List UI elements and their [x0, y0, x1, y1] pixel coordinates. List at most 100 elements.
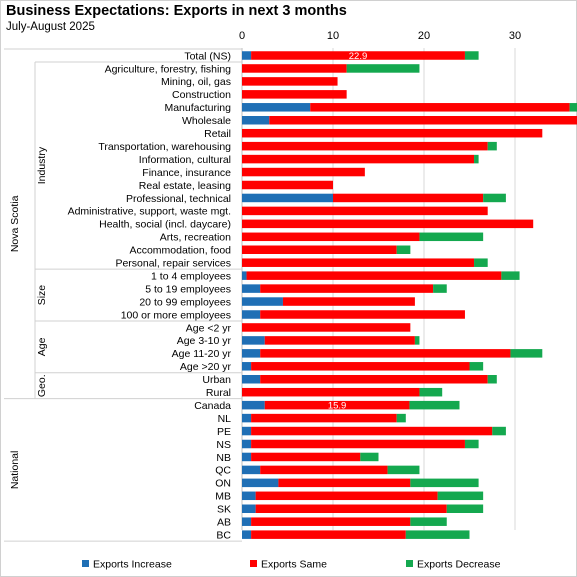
bar-segment-increase — [242, 465, 261, 475]
category-label: Urban — [202, 374, 231, 386]
category-label: Age 11-20 yr — [172, 348, 232, 360]
bar-segment-increase — [242, 413, 252, 423]
bar-segment-same — [260, 349, 511, 358]
bar-segment-same — [242, 154, 475, 164]
bar-segment-increase — [242, 297, 283, 306]
bar-segment-same — [246, 271, 502, 280]
bar-segment-same — [242, 90, 347, 99]
bar-segment-decrease — [396, 245, 411, 254]
bar-segment-decrease — [487, 141, 497, 151]
group-label: National — [9, 451, 21, 490]
bar-segment-same — [255, 504, 447, 513]
bar-segment-increase — [242, 504, 256, 513]
category-label: Accommodation, food — [129, 245, 231, 257]
bar-segment-same — [242, 180, 333, 190]
bar-segment-decrease — [469, 362, 484, 371]
bar-segment-decrease — [419, 387, 443, 397]
category-label: MB — [215, 491, 231, 503]
legend-swatch — [250, 560, 257, 567]
bar-segment-increase — [242, 400, 265, 410]
category-label: BC — [216, 529, 231, 541]
bar-segment-increase — [242, 375, 261, 384]
bar-segment-increase — [242, 349, 261, 358]
group-label: Geo. — [36, 374, 48, 397]
bar-segment-increase — [242, 310, 261, 319]
category-label: Professional, technical — [126, 193, 231, 205]
category-label: 1 to 4 employees — [151, 270, 231, 282]
bar-segment-increase — [242, 103, 311, 112]
legend-label: Exports Increase — [93, 559, 172, 571]
bar-segment-decrease — [487, 375, 497, 384]
bar-segment-decrease — [405, 530, 470, 539]
bar-segment-same — [282, 297, 415, 306]
category-label: Manufacturing — [164, 102, 231, 114]
x-tick-label: 10 — [327, 30, 339, 42]
bar-segment-decrease — [396, 413, 406, 423]
group-label: Industry — [36, 146, 48, 184]
category-label: Wholesale — [182, 115, 231, 127]
x-tick-label: 30 — [509, 30, 521, 42]
bar-segment-same — [251, 362, 470, 371]
bar-segment-increase — [242, 517, 252, 526]
bar-segment-same — [278, 478, 411, 488]
category-label: ON — [215, 478, 231, 490]
category-label: NS — [216, 439, 231, 451]
category-label: Total (NS) — [184, 50, 231, 62]
bar-segment-decrease — [419, 232, 484, 242]
bar-segment-decrease — [387, 465, 420, 475]
bar-segment-same — [242, 387, 420, 397]
category-label: Real estate, leasing — [139, 180, 231, 192]
group-label: Size — [36, 285, 48, 306]
bar-segment-same — [242, 77, 338, 86]
bar-segment-same — [251, 517, 411, 526]
legend-label: Exports Same — [261, 559, 327, 571]
bar-segment-same — [242, 206, 488, 216]
category-label: 5 to 19 employees — [145, 283, 231, 295]
bar-segment-decrease — [474, 258, 488, 267]
bar-segment-same — [251, 426, 493, 436]
bar-segment-same — [242, 167, 365, 177]
bar-segment-same — [251, 439, 465, 449]
bar-segment-increase — [242, 452, 252, 462]
bar-segment-decrease — [410, 478, 479, 488]
x-tick-label: 0 — [239, 30, 245, 42]
category-label: Construction — [172, 89, 231, 101]
bar-segment-same — [333, 193, 484, 203]
bar-segment-decrease — [464, 51, 479, 60]
bar-segment-increase — [242, 530, 252, 539]
bar-segment-same — [260, 284, 434, 293]
bar-segment-same — [260, 310, 465, 319]
data-label: 22.9 — [349, 51, 368, 62]
bar-segment-same — [242, 141, 488, 151]
category-label: Information, cultural — [139, 154, 231, 166]
category-label: QC — [215, 465, 231, 477]
category-label: Arts, recreation — [160, 232, 231, 244]
category-label: NL — [218, 413, 232, 425]
bar-segment-same — [255, 491, 438, 501]
bar-segment-increase — [242, 51, 252, 60]
bar-segment-decrease — [414, 336, 420, 345]
group-label: Nova Scotia — [9, 195, 21, 252]
category-label: Administrative, support, waste mgt. — [68, 206, 231, 218]
bar-segment-decrease — [433, 284, 447, 293]
bar-segment-increase — [242, 193, 333, 203]
bar-segment-increase — [242, 336, 265, 345]
bar-segment-decrease — [409, 400, 460, 410]
category-label: Transportation, warehousing — [98, 141, 231, 153]
category-label: 20 to 99 employees — [139, 296, 231, 308]
bar-segment-decrease — [346, 64, 420, 73]
legend-swatch — [82, 560, 89, 567]
bar-segment-decrease — [360, 452, 379, 462]
bar-segment-increase — [242, 439, 252, 449]
bar-segment-same — [251, 413, 397, 423]
bar-segment-same — [242, 232, 420, 242]
bar-segment-same — [310, 103, 570, 112]
chart-subtitle: July-August 2025 — [6, 21, 95, 33]
category-label: AB — [217, 517, 231, 529]
x-tick-label: 20 — [418, 30, 430, 42]
category-label: Agriculture, forestry, fishing — [105, 63, 232, 75]
bar-segment-increase — [242, 426, 252, 436]
bar-segment-same — [264, 336, 415, 345]
category-label: Personal, repair services — [115, 258, 231, 270]
